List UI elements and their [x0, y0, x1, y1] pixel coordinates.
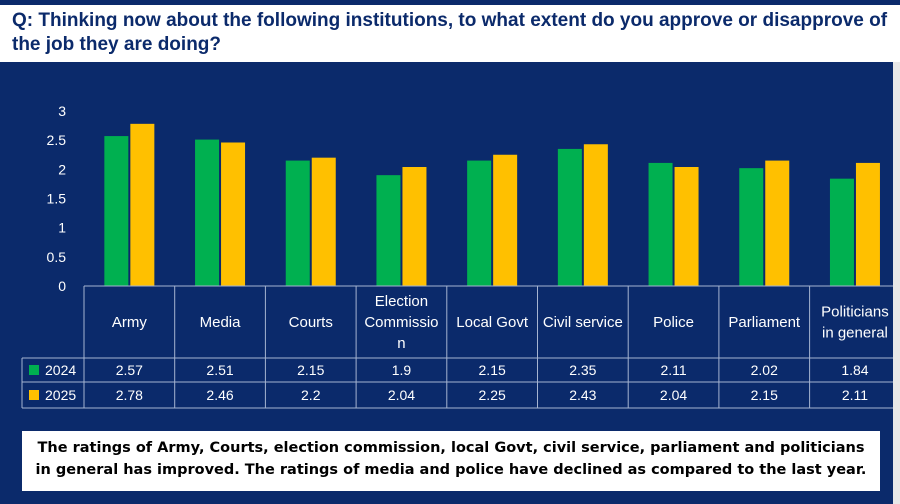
bar-2024-2 — [285, 160, 310, 286]
bar-2024-4 — [467, 160, 492, 286]
approval-bar-chart: 0 0.5 1 1.5 2 2.5 3 Army Media Courts Election Comm… — [21, 103, 893, 409]
data-label-2024-3: 1.9 — [392, 362, 412, 378]
category-label-6-0: Police — [653, 314, 694, 331]
category-label-8-0: Politicians — [821, 304, 889, 321]
data-label-2024-2: 2.15 — [297, 362, 324, 378]
category-label-0-0: Army — [112, 314, 147, 331]
data-label-2024-5: 2.35 — [569, 362, 596, 378]
y-tick-label-4: 2 — [58, 161, 66, 177]
category-label-8-1: in general — [822, 325, 888, 342]
bar-2025-2 — [311, 157, 336, 286]
bar-2024-1 — [195, 139, 220, 286]
data-label-2024-4: 2.15 — [479, 362, 506, 378]
bar-2025-7 — [765, 160, 790, 286]
y-tick-label-5: 2.5 — [47, 132, 67, 148]
category-label-1-0: Media — [200, 314, 242, 331]
y-tick-label-2: 1 — [58, 220, 66, 236]
data-label-2024-1: 2.51 — [206, 362, 233, 378]
bar-2025-8 — [855, 162, 880, 286]
bar-2024-5 — [557, 148, 582, 286]
bar-2025-5 — [583, 144, 608, 286]
y-tick-label-6: 3 — [58, 103, 66, 119]
bar-2025-4 — [493, 154, 518, 286]
data-label-2024-6: 2.11 — [660, 362, 686, 378]
top-bar — [0, 0, 900, 5]
right-edge-band — [893, 62, 900, 504]
bar-2024-3 — [376, 175, 401, 286]
bar-2024-6 — [648, 162, 673, 286]
data-label-2025-7: 2.15 — [751, 387, 778, 403]
category-label-3-0: Election — [375, 293, 428, 310]
legend-label-2025: 2025 — [45, 387, 76, 403]
data-label-2025-0: 2.78 — [116, 387, 143, 403]
legend-swatch-2025 — [29, 390, 39, 400]
data-label-2025-2: 2.2 — [301, 387, 321, 403]
bar-2024-0 — [104, 136, 129, 286]
data-label-2025-1: 2.46 — [206, 387, 233, 403]
data-label-2024-0: 2.57 — [116, 362, 143, 378]
data-label-2024-8: 1.84 — [841, 362, 868, 378]
category-label-2-0: Courts — [289, 314, 333, 331]
data-label-2025-6: 2.04 — [660, 387, 687, 403]
bar-2025-3 — [402, 167, 427, 286]
data-label-2025-8: 2.11 — [842, 387, 868, 403]
data-label-2024-7: 2.02 — [751, 362, 778, 378]
data-label-2025-4: 2.25 — [479, 387, 506, 403]
y-tick-label-3: 1.5 — [47, 191, 67, 207]
data-label-2025-3: 2.04 — [388, 387, 415, 403]
category-label-3-2: n — [397, 335, 405, 352]
bar-2025-1 — [221, 142, 246, 286]
bar-2025-6 — [674, 167, 699, 286]
legend-swatch-2024 — [29, 365, 39, 375]
summary-box: The ratings of Army, Courts, election co… — [22, 431, 880, 491]
y-tick-label-1: 0.5 — [47, 249, 67, 265]
bar-2024-7 — [739, 168, 764, 286]
question-title: Q: Thinking now about the following inst… — [0, 5, 900, 62]
category-label-7-0: Parliament — [728, 314, 801, 331]
category-label-5-0: Civil service — [543, 314, 623, 331]
legend-label-2024: 2024 — [45, 362, 76, 378]
y-tick-label-0: 0 — [58, 278, 66, 294]
data-label-2025-5: 2.43 — [569, 387, 596, 403]
bar-2025-0 — [130, 123, 155, 286]
category-label-4-0: Local Govt — [456, 314, 529, 331]
category-label-3-1: Commissio — [364, 314, 438, 331]
bar-2024-8 — [829, 178, 854, 286]
